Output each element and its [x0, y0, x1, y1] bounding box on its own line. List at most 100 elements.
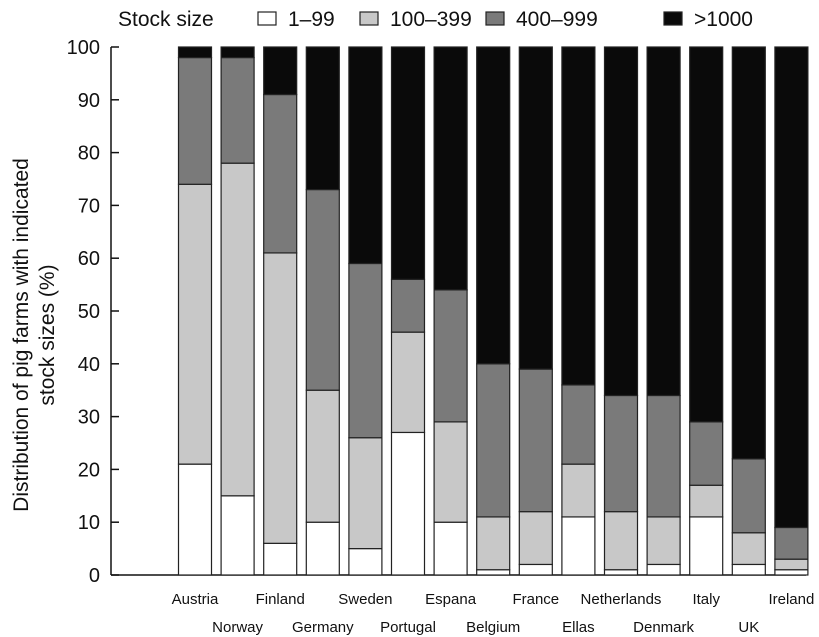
- bar-segment: [731, 532, 766, 566]
- bar-segment: [177, 463, 213, 576]
- bar-segment: [305, 389, 340, 523]
- bars: [177, 46, 809, 576]
- bar-segment: [774, 569, 809, 576]
- bar-segment: [689, 46, 724, 423]
- legend-title: Stock size: [118, 8, 214, 31]
- bar-segment: [603, 569, 639, 576]
- bar-segment: [390, 431, 426, 576]
- y-axis-title-line-1: Distribution of pig farms with indicated: [10, 158, 33, 512]
- bar-segment: [220, 162, 255, 497]
- legend-label: 400–999: [516, 8, 598, 31]
- legend-label: 1–99: [288, 8, 335, 31]
- bar-segment: [305, 46, 340, 191]
- category-label: Espana: [425, 591, 477, 608]
- legend-swatch: [359, 11, 379, 26]
- category-label: Norway: [212, 619, 263, 636]
- category-label: Denmark: [633, 619, 694, 636]
- bar-segment: [177, 56, 213, 185]
- y-tick-label: 80: [78, 143, 100, 165]
- y-tick-label: 70: [78, 195, 100, 217]
- bar-segment: [177, 46, 213, 59]
- category-label: Austria: [172, 591, 219, 608]
- bar-segment: [263, 93, 298, 254]
- bar-segment: [220, 495, 255, 576]
- bar-segment: [348, 262, 383, 439]
- category-label: Ireland: [768, 591, 814, 608]
- legend-swatch: [485, 11, 505, 26]
- bar-segment: [518, 368, 553, 513]
- bar-segment: [476, 363, 511, 518]
- bar-segment: [390, 46, 426, 280]
- bar-segment: [731, 458, 766, 534]
- bar-segment: [390, 278, 426, 333]
- y-tick-label: 30: [78, 407, 100, 429]
- bar-segment: [646, 516, 681, 566]
- y-tick-label: 10: [78, 512, 100, 534]
- y-axis: 0 10 20 30 40 50 60 70 80 90 100: [67, 37, 806, 587]
- bar-segment: [731, 46, 766, 460]
- legend-swatch: [663, 11, 683, 26]
- bar-segment: [348, 437, 383, 550]
- bar-segment: [561, 463, 596, 518]
- bar-segment: [646, 46, 681, 397]
- bar-segment: [774, 526, 809, 560]
- y-axis-title-line-2: stock sizes (%): [36, 264, 59, 405]
- category-label: France: [512, 591, 559, 608]
- bar-segment: [518, 563, 553, 576]
- y-tick-label: 20: [78, 459, 100, 481]
- bar-segment: [348, 547, 383, 576]
- legend-swatch: [257, 11, 277, 26]
- y-tick-label: 40: [78, 354, 100, 376]
- bar-segment: [390, 331, 426, 434]
- bar-segment: [263, 252, 298, 544]
- bar-segment: [518, 46, 553, 370]
- x-axis-labels: Austria Norway Finland Germany Sweden Portuga…: [172, 591, 815, 636]
- bar-segment: [263, 542, 298, 576]
- bar-segment: [177, 183, 213, 465]
- category-label: Belgium: [466, 619, 520, 636]
- bar-segment: [774, 558, 809, 571]
- bar-segment: [561, 384, 596, 465]
- bar-segment: [646, 563, 681, 576]
- bar-segment: [476, 516, 511, 571]
- bar-segment: [731, 563, 766, 576]
- bar-segment: [433, 289, 468, 423]
- y-tick-label: 100: [67, 37, 100, 59]
- bar-segment: [220, 46, 255, 59]
- category-label: Finland: [256, 591, 305, 608]
- bar-segment: [561, 516, 596, 576]
- bar-segment: [561, 46, 596, 386]
- bar-segment: [348, 46, 383, 265]
- bar-segment: [603, 511, 639, 571]
- legend-label: 100–399: [390, 8, 472, 31]
- bar-segment: [220, 56, 255, 164]
- bar-segment: [433, 46, 468, 291]
- bar-segment: [603, 46, 639, 397]
- legend: Stock size 1–99 100–399 400–999 >1000: [118, 8, 753, 31]
- legend-label: >1000: [694, 8, 753, 31]
- bar-segment: [305, 521, 340, 576]
- bar-segment: [689, 516, 724, 576]
- y-tick-label: 90: [78, 90, 100, 112]
- bar-segment: [518, 511, 553, 566]
- bar-segment: [476, 569, 511, 576]
- y-tick-label: 50: [78, 301, 100, 323]
- category-label: Sweden: [338, 591, 392, 608]
- bar-segment: [433, 521, 468, 576]
- bar-segment: [646, 394, 681, 518]
- category-label: Netherlands: [581, 591, 662, 608]
- bar-segment: [433, 421, 468, 523]
- category-label: Italy: [692, 591, 720, 608]
- bar-segment: [603, 394, 639, 513]
- bar-segment: [774, 46, 809, 529]
- bar-segment: [305, 188, 340, 391]
- bar-segment: [689, 484, 724, 518]
- category-label: Portugal: [380, 619, 436, 636]
- category-label: Ellas: [562, 619, 595, 636]
- bar-segment: [476, 46, 511, 365]
- y-tick-label: 0: [89, 565, 100, 587]
- category-label: Germany: [292, 619, 354, 636]
- bar-segment: [689, 421, 724, 486]
- bar-segment: [263, 46, 298, 96]
